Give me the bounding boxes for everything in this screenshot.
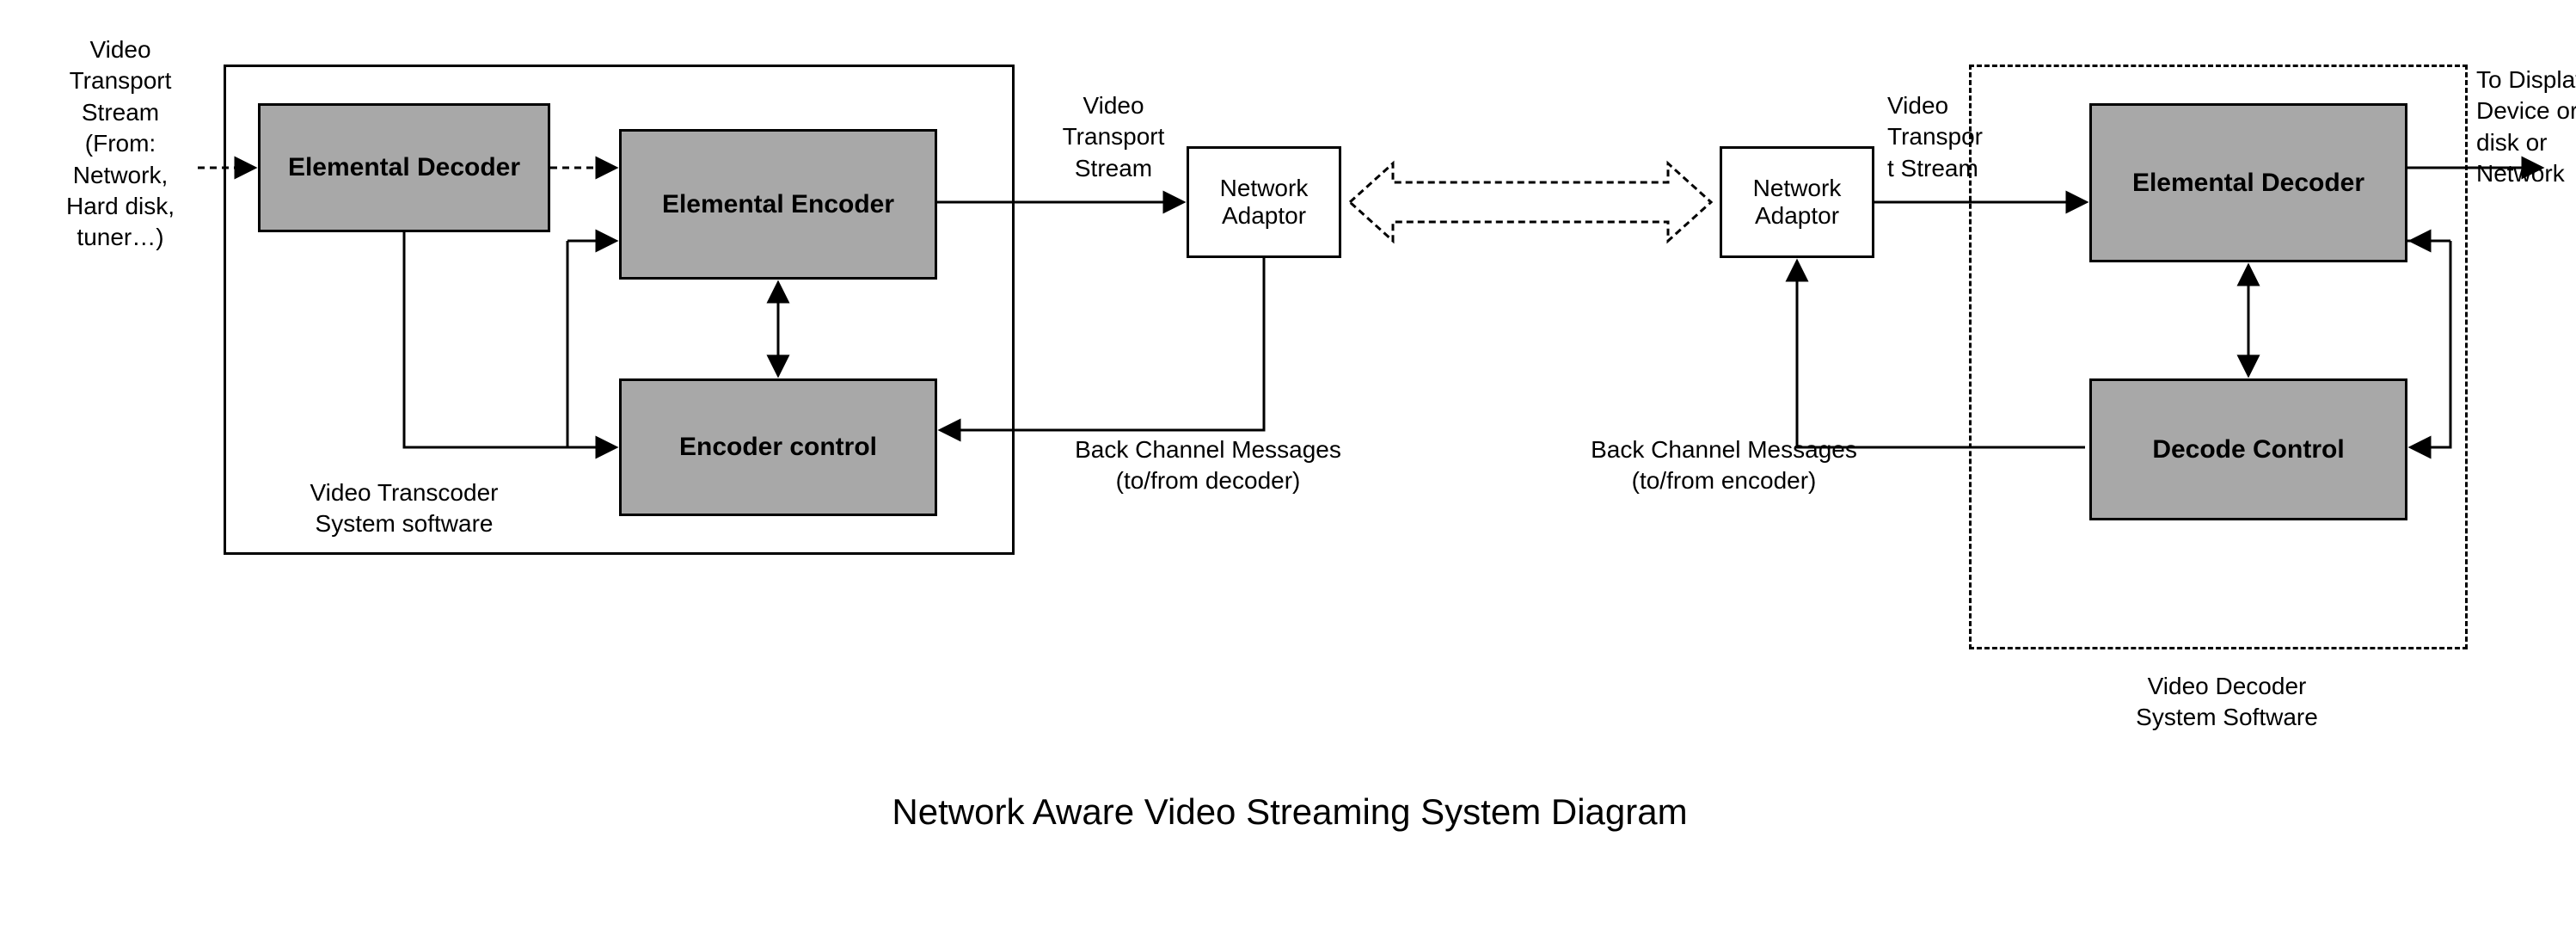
transcoder-caption: Video Transcoder System software [275,477,533,540]
elemental-encoder-label: Elemental Encoder [662,190,894,219]
ethernet-label: Ethernet, Wireless, … [1371,188,1690,218]
diagram-title: Network Aware Video Streaming System Dia… [860,791,1720,833]
back-channel-left-label: Back Channel Messages (to/from decoder) [1045,434,1371,497]
decoder-caption: Video Decoder System Software [2098,671,2356,734]
back-channel-right-label: Back Channel Messages (to/from encoder) [1561,434,1887,497]
input-label: Video Transport Stream (From: Network, H… [34,34,206,254]
network-adaptor-right-label: Network Adaptor [1753,175,1842,230]
output-label: To Display Device or disk or Network [2476,65,2576,190]
network-adaptor-right-box: Network Adaptor [1720,146,1874,258]
decode-control-box: Decode Control [2089,378,2407,520]
elemental-encoder-box: Elemental Encoder [619,129,937,280]
encoder-control-box: Encoder control [619,378,937,516]
vts-label-mid1: Video Transport Stream [1045,90,1182,184]
elemental-decoder-right-label: Elemental Decoder [2132,169,2364,198]
network-adaptor-left-box: Network Adaptor [1187,146,1341,258]
decode-control-label: Decode Control [2152,435,2344,464]
elemental-decoder-left-label: Elemental Decoder [288,153,520,182]
encoder-control-label: Encoder control [679,433,877,462]
diagram-canvas: Elemental Decoder Elemental Encoder Enco… [0,0,2576,929]
vts-label-mid2: Video Transpor t Stream [1887,90,2012,184]
elemental-decoder-left-box: Elemental Decoder [258,103,550,232]
network-adaptor-left-label: Network Adaptor [1220,175,1309,230]
elemental-decoder-right-box: Elemental Decoder [2089,103,2407,262]
